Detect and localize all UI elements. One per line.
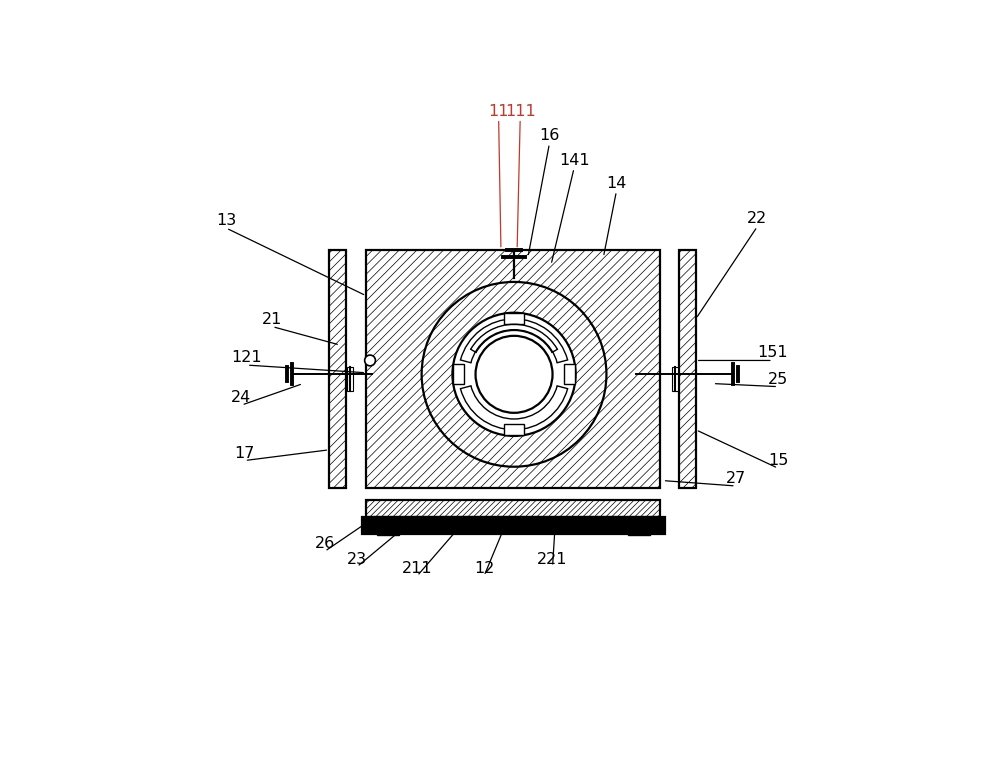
Text: 151: 151 xyxy=(757,346,788,361)
Text: 17: 17 xyxy=(234,446,255,461)
Bar xyxy=(564,365,575,384)
Bar xyxy=(366,249,660,488)
Text: 23: 23 xyxy=(347,552,367,567)
Bar xyxy=(347,367,353,391)
Text: 11: 11 xyxy=(488,104,509,119)
Text: 27: 27 xyxy=(726,471,746,486)
Bar xyxy=(329,249,346,488)
Text: 15: 15 xyxy=(768,453,788,468)
Circle shape xyxy=(476,336,553,413)
Bar xyxy=(366,249,660,488)
Text: 21: 21 xyxy=(262,312,282,327)
Circle shape xyxy=(452,313,576,436)
Bar xyxy=(329,249,346,488)
Text: 221: 221 xyxy=(537,552,568,567)
Bar xyxy=(504,314,524,324)
Bar xyxy=(366,500,660,517)
Bar xyxy=(453,365,464,384)
Circle shape xyxy=(422,282,606,467)
Text: 121: 121 xyxy=(232,350,262,365)
Text: 24: 24 xyxy=(231,390,252,405)
Bar xyxy=(628,525,650,535)
Bar xyxy=(362,517,665,534)
Text: 12: 12 xyxy=(474,561,494,576)
Bar xyxy=(504,424,524,435)
Bar xyxy=(672,367,678,391)
Circle shape xyxy=(365,355,375,366)
Text: 141: 141 xyxy=(559,153,589,168)
Text: 14: 14 xyxy=(606,176,627,191)
Text: 25: 25 xyxy=(768,371,788,387)
Bar xyxy=(679,249,696,488)
Text: 26: 26 xyxy=(314,537,335,551)
Text: 13: 13 xyxy=(216,213,236,228)
Text: 111: 111 xyxy=(505,104,536,119)
Text: 16: 16 xyxy=(539,128,560,143)
Text: 211: 211 xyxy=(402,561,432,576)
Bar xyxy=(366,500,660,517)
Bar xyxy=(377,525,399,535)
Bar xyxy=(679,249,696,488)
Text: 22: 22 xyxy=(747,211,767,227)
